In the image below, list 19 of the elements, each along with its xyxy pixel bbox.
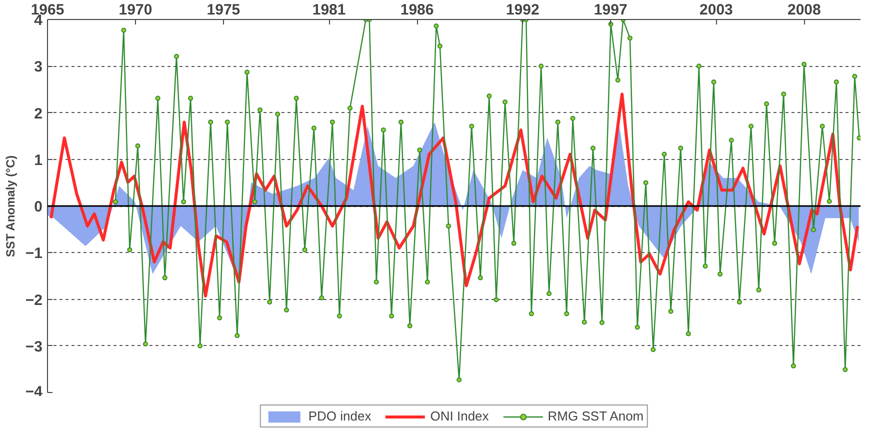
y-tick-label: 0: [34, 198, 42, 216]
legend-label: ONI Index: [430, 408, 489, 424]
y-tick-label: −2: [25, 292, 43, 309]
legend-label: RMG SST Anom: [548, 408, 644, 424]
x-tick-label: 1975: [206, 2, 240, 18]
y-tick-label: 3: [34, 58, 42, 76]
y-tick-label: 2: [34, 105, 42, 122]
x-tick-label: 1986: [400, 2, 434, 18]
y-tick-label: −3: [25, 338, 43, 356]
x-tick-label: 1997: [594, 2, 628, 18]
y-tick-label: −1: [25, 245, 43, 262]
x-tick-label: 1970: [118, 2, 152, 18]
x-tick-label: 1992: [506, 2, 540, 18]
x-tick-label: 2003: [700, 2, 733, 18]
legend-label: PDO index: [308, 408, 372, 424]
y-axis-title: SST Anomaly (°C): [3, 155, 18, 258]
y-tick-label: 1: [34, 152, 42, 169]
x-tick-label: 1981: [312, 2, 346, 18]
x-tick-label: 2008: [788, 2, 821, 18]
